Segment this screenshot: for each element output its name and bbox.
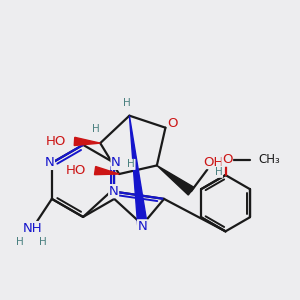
Text: OH: OH bbox=[203, 155, 224, 169]
Text: N: N bbox=[138, 220, 147, 233]
Text: N: N bbox=[45, 156, 54, 170]
Text: NH: NH bbox=[23, 222, 43, 235]
Text: H: H bbox=[39, 237, 46, 247]
Text: O: O bbox=[168, 117, 178, 130]
Polygon shape bbox=[74, 137, 100, 146]
Text: N: N bbox=[111, 156, 121, 170]
Polygon shape bbox=[129, 116, 147, 225]
Text: O: O bbox=[222, 153, 232, 166]
Text: HO: HO bbox=[46, 135, 66, 148]
Text: H: H bbox=[16, 237, 24, 247]
Text: N: N bbox=[109, 185, 118, 198]
Text: H: H bbox=[123, 98, 130, 108]
Text: HO: HO bbox=[66, 164, 86, 177]
Text: H: H bbox=[215, 167, 223, 177]
Polygon shape bbox=[157, 165, 194, 195]
Text: H: H bbox=[92, 124, 100, 134]
Text: CH₃: CH₃ bbox=[258, 153, 280, 166]
Polygon shape bbox=[94, 167, 119, 175]
Text: H: H bbox=[127, 159, 135, 170]
